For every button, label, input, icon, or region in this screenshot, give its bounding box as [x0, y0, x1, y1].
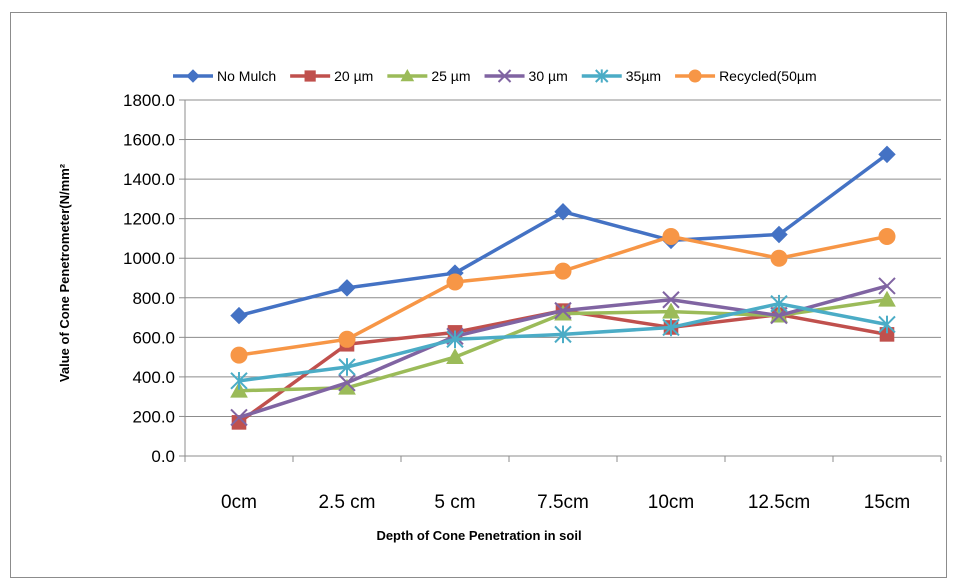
legend-label: 30 µm — [529, 68, 568, 84]
data-point — [878, 290, 896, 307]
data-point — [446, 330, 464, 349]
data-point — [878, 315, 896, 334]
y-tick-label: 200.0 — [132, 407, 175, 426]
data-point — [662, 302, 680, 319]
data-point — [446, 348, 464, 365]
legend-label: 35µm — [626, 68, 661, 84]
legend-item: 20 µm — [290, 68, 373, 84]
line-chart: 0.0 200.0 400.0 600.0 800.0 1000.0 1200.0 1400.… — [57, 68, 942, 543]
data-point — [230, 346, 248, 364]
data-point — [770, 225, 788, 244]
x-axis-title: Depth of Cone Penetration in soil — [376, 528, 581, 543]
data-point — [688, 69, 702, 83]
legend-label: 25 µm — [431, 68, 470, 84]
series-group — [230, 227, 896, 364]
data-point — [400, 68, 415, 82]
data-point — [230, 372, 248, 390]
y-tick-label: 400.0 — [132, 368, 175, 387]
legend-label: 20 µm — [334, 68, 373, 84]
series-group — [230, 294, 896, 390]
x-tick-label: 2.5 cm — [318, 492, 375, 513]
data-point — [878, 277, 896, 295]
series-group — [231, 303, 895, 430]
y-tick-label: 1600.0 — [123, 131, 175, 150]
data-point — [338, 330, 356, 348]
data-point — [554, 262, 572, 280]
data-point — [338, 358, 356, 376]
data-point — [230, 381, 248, 398]
legend-label: Recycled(50µm — [719, 68, 817, 84]
legend-item: 30 µm — [484, 68, 568, 84]
data-point — [662, 227, 680, 245]
data-point — [554, 325, 572, 344]
data-point — [231, 415, 247, 430]
y-tick-label: 800.0 — [132, 289, 175, 308]
legend-item: 35µm — [581, 68, 661, 84]
data-point — [230, 306, 248, 325]
data-point — [770, 294, 788, 313]
legend-item: 25 µm — [387, 68, 471, 84]
data-point — [595, 69, 609, 83]
chart-area: 0.0 200.0 400.0 600.0 800.0 1000.0 1200.0 1400.… — [10, 12, 947, 578]
data-point — [497, 69, 512, 83]
x-tick-label: 15cm — [864, 492, 910, 513]
x-tick-label: 10cm — [648, 492, 694, 513]
x-tick-label: 12.5cm — [748, 492, 810, 513]
x-tick-label: 7.5cm — [537, 492, 589, 513]
y-tick-label: 600.0 — [132, 328, 175, 347]
y-tick-label: 1200.0 — [123, 210, 175, 229]
data-point — [446, 273, 464, 291]
data-point — [338, 279, 356, 297]
y-tick-label: 1400.0 — [123, 170, 175, 189]
y-tick-label: 1800.0 — [123, 91, 175, 110]
data-point — [878, 227, 896, 245]
data-point — [304, 70, 316, 82]
legend-item: Recycled(50µm — [675, 68, 817, 84]
x-tick-label: 0cm — [221, 492, 257, 513]
data-point — [186, 69, 200, 83]
series-group — [230, 145, 896, 325]
data-point — [554, 203, 572, 221]
data-point — [230, 408, 248, 427]
x-tick-label: 5 cm — [434, 492, 475, 513]
series-group — [230, 277, 896, 427]
data-point — [338, 374, 356, 392]
legend-label: No Mulch — [217, 68, 276, 84]
data-point — [770, 249, 788, 267]
y-axis-title: Value of Cone Penetrometer(N/mm² — [57, 163, 72, 382]
y-tick-label: 1000.0 — [123, 249, 175, 268]
data-point — [878, 145, 896, 164]
y-tick-label: 0.0 — [151, 447, 175, 466]
data-point — [662, 318, 680, 337]
data-point — [662, 291, 680, 309]
series-line — [238, 152, 889, 318]
legend-item: No Mulch — [173, 68, 276, 84]
data-point — [554, 301, 572, 320]
